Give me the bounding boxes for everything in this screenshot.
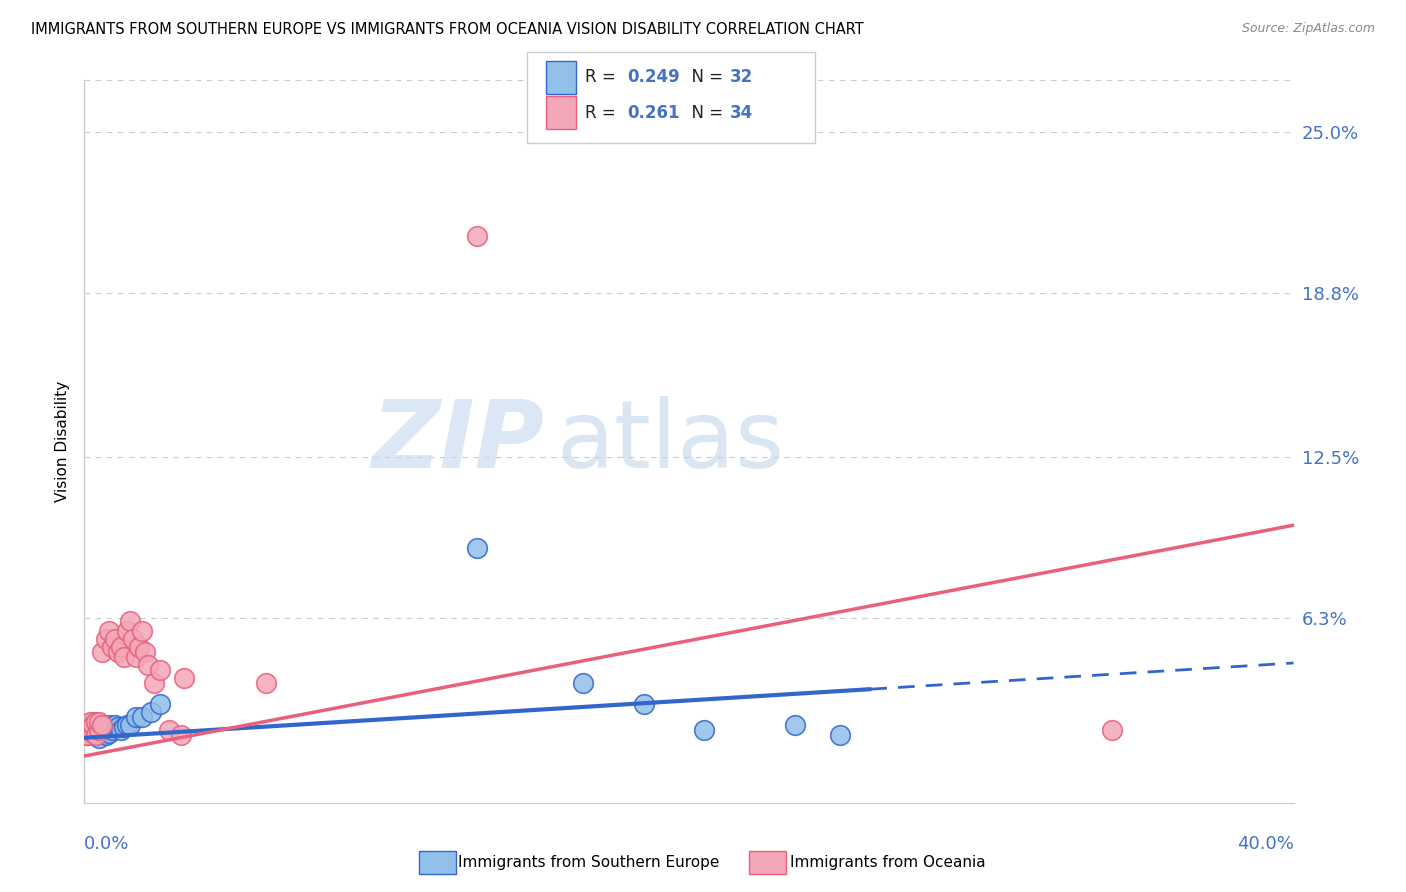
Point xyxy=(467,541,489,555)
Point xyxy=(91,718,114,732)
Text: Source: ZipAtlas.com: Source: ZipAtlas.com xyxy=(1241,22,1375,36)
Point xyxy=(134,645,156,659)
Point xyxy=(121,632,143,646)
Point xyxy=(149,697,172,711)
Point xyxy=(173,671,195,685)
Point xyxy=(82,718,104,732)
Point xyxy=(100,723,122,737)
Point xyxy=(79,723,101,737)
Point xyxy=(97,624,120,639)
Point xyxy=(131,710,153,724)
Point xyxy=(76,728,98,742)
Text: N =: N = xyxy=(681,68,728,87)
Point xyxy=(830,728,852,742)
Point xyxy=(110,640,132,654)
Text: Immigrants from Southern Europe: Immigrants from Southern Europe xyxy=(458,855,720,870)
Point xyxy=(89,731,111,745)
Point xyxy=(125,650,148,665)
Point xyxy=(118,718,141,732)
Point xyxy=(94,721,117,735)
Point xyxy=(76,728,98,742)
Point xyxy=(97,725,120,739)
Text: Immigrants from Oceania: Immigrants from Oceania xyxy=(790,855,986,870)
Point xyxy=(142,676,165,690)
Point xyxy=(112,650,135,665)
Point xyxy=(125,710,148,724)
Point xyxy=(110,723,132,737)
Point xyxy=(89,723,111,737)
Point xyxy=(128,640,150,654)
Point xyxy=(149,663,172,677)
Point xyxy=(89,715,111,730)
Point xyxy=(115,718,138,732)
Point xyxy=(693,723,716,737)
Text: 0.249: 0.249 xyxy=(627,68,681,87)
Text: 0.261: 0.261 xyxy=(627,103,679,122)
Point xyxy=(82,725,104,739)
Text: 34: 34 xyxy=(730,103,754,122)
Point xyxy=(107,721,129,735)
Text: R =: R = xyxy=(585,103,621,122)
Point xyxy=(633,697,655,711)
Point xyxy=(254,676,277,690)
Point xyxy=(97,718,120,732)
Point xyxy=(104,718,127,732)
Point xyxy=(104,632,127,646)
Text: 32: 32 xyxy=(730,68,754,87)
Point xyxy=(79,715,101,730)
Point xyxy=(131,624,153,639)
Point xyxy=(82,715,104,730)
Point xyxy=(100,640,122,654)
Point xyxy=(783,718,806,732)
Text: ZIP: ZIP xyxy=(371,395,544,488)
Text: N =: N = xyxy=(681,103,728,122)
Point xyxy=(79,718,101,732)
Point xyxy=(107,645,129,659)
Text: 40.0%: 40.0% xyxy=(1237,835,1294,854)
Point xyxy=(82,725,104,739)
Point xyxy=(572,676,595,690)
Point xyxy=(112,721,135,735)
Point xyxy=(86,721,108,735)
Point xyxy=(94,632,117,646)
Y-axis label: Vision Disability: Vision Disability xyxy=(55,381,70,502)
Point xyxy=(86,728,108,742)
Text: atlas: atlas xyxy=(555,395,785,488)
Point xyxy=(139,705,162,719)
Point xyxy=(1101,723,1123,737)
Point xyxy=(91,725,114,739)
Point xyxy=(91,718,114,732)
Point xyxy=(86,715,108,730)
Point xyxy=(115,624,138,639)
Point xyxy=(86,728,108,742)
Point xyxy=(118,614,141,628)
Point xyxy=(91,645,114,659)
Point xyxy=(79,723,101,737)
Text: 0.0%: 0.0% xyxy=(84,835,129,854)
Text: R =: R = xyxy=(585,68,621,87)
Point xyxy=(94,728,117,742)
Point xyxy=(136,658,159,673)
Text: IMMIGRANTS FROM SOUTHERN EUROPE VS IMMIGRANTS FROM OCEANIA VISION DISABILITY COR: IMMIGRANTS FROM SOUTHERN EUROPE VS IMMIG… xyxy=(31,22,863,37)
Point xyxy=(157,723,180,737)
Point xyxy=(467,229,489,244)
Point xyxy=(89,718,111,732)
Point xyxy=(170,728,193,742)
